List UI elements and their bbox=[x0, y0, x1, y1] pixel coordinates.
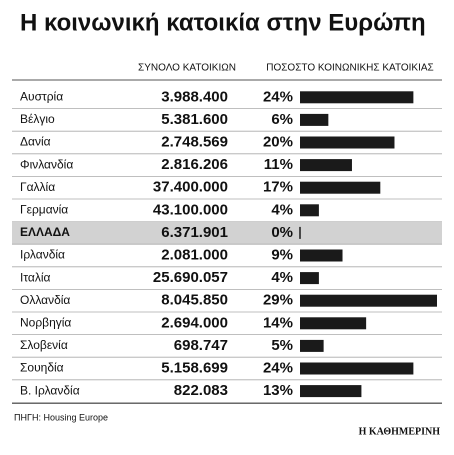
total-label: 2.748.569 bbox=[161, 133, 228, 150]
total-label: 2.694.000 bbox=[161, 314, 228, 331]
value-label: 14% bbox=[263, 314, 293, 331]
total-label: 698.747 bbox=[174, 337, 228, 354]
value-label: 20% bbox=[263, 133, 293, 150]
value-label: 0% bbox=[271, 224, 293, 241]
category-label: Σλοβενία bbox=[20, 338, 68, 352]
value-label: 24% bbox=[263, 88, 293, 105]
total-label: 2.816.206 bbox=[161, 156, 228, 173]
category-label: Ολλανδία bbox=[20, 293, 70, 307]
category-label: Νορβηγία bbox=[20, 315, 71, 329]
value-label: 29% bbox=[263, 292, 293, 309]
bar bbox=[300, 204, 319, 217]
total-label: 2.081.000 bbox=[161, 246, 228, 263]
value-label: 11% bbox=[264, 156, 293, 173]
category-label: Φινλανδία bbox=[20, 157, 73, 171]
value-label: 4% bbox=[271, 269, 293, 286]
category-label: Βέλγιο bbox=[20, 112, 55, 126]
category-label: ΕΛΛΑΔΑ bbox=[20, 225, 70, 239]
value-label: 9% bbox=[271, 246, 293, 263]
highlight-row bbox=[12, 221, 442, 245]
total-label: 6.371.901 bbox=[161, 224, 228, 241]
total-label: 25.690.057 bbox=[153, 269, 228, 286]
bar bbox=[300, 339, 324, 352]
total-label: 43.100.000 bbox=[153, 201, 228, 218]
category-label: Γερμανία bbox=[20, 202, 68, 216]
column-header: ΠΟΣΟΣΤΟ ΚΟΙΝΩΝΙΚΗΣ ΚΑΤΟΙΚΙΑΣ bbox=[266, 63, 433, 74]
value-label: 4% bbox=[271, 201, 293, 218]
bar bbox=[300, 249, 343, 262]
category-label: Ιρλανδία bbox=[20, 248, 65, 262]
value-label: 13% bbox=[263, 382, 293, 399]
category-label: Αυστρία bbox=[20, 89, 63, 103]
value-label: 17% bbox=[263, 179, 293, 196]
category-label: Β. Ιρλανδία bbox=[20, 383, 80, 397]
column-header: ΣΥΝΟΛΟ ΚΑΤΟΙΚΙΩΝ bbox=[138, 63, 236, 74]
category-label: Δανία bbox=[20, 135, 51, 149]
total-label: 5.158.699 bbox=[161, 359, 228, 376]
bar bbox=[300, 385, 362, 398]
bar bbox=[300, 272, 319, 285]
total-label: 5.381.600 bbox=[161, 111, 228, 128]
total-label: 37.400.000 bbox=[153, 179, 228, 196]
bar bbox=[300, 317, 367, 330]
total-label: 822.083 bbox=[174, 382, 228, 399]
brand: Η ΚΑΘΗΜΕΡΙΝΗ bbox=[359, 426, 441, 437]
bar bbox=[300, 136, 395, 149]
value-label: 24% bbox=[263, 359, 293, 376]
bar bbox=[300, 91, 414, 104]
category-label: Γαλλία bbox=[20, 180, 55, 194]
bar bbox=[300, 294, 437, 307]
chart-title: Η κοινωνική κατοικία στην Ευρώπη bbox=[20, 9, 426, 36]
bar bbox=[300, 181, 381, 194]
source: ΠΗΓΗ: Housing Europe bbox=[14, 412, 108, 422]
value-label: 5% bbox=[271, 337, 293, 354]
total-label: 3.988.400 bbox=[161, 88, 228, 105]
bar bbox=[300, 362, 414, 375]
category-label: Σουηδία bbox=[20, 361, 64, 375]
category-label: Ιταλία bbox=[20, 270, 51, 284]
value-label: 6% bbox=[271, 111, 293, 128]
total-label: 8.045.850 bbox=[161, 292, 228, 309]
bar bbox=[300, 159, 352, 172]
bar bbox=[300, 113, 329, 126]
